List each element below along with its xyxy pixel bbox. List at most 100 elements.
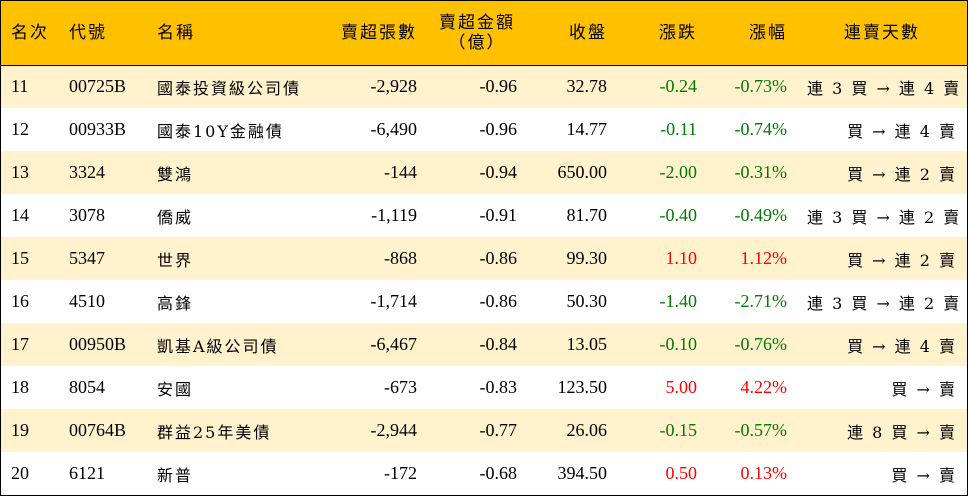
change-cell: -1.40: [659, 291, 698, 311]
streak-cell: 買 → 賣: [891, 465, 957, 485]
code-cell: 3324: [69, 162, 105, 182]
net-sell-lots-cell: -6,467: [370, 334, 418, 354]
change-cell: -0.10: [659, 334, 698, 354]
streak-cell: 連 3 買 → 連 4 賣: [807, 78, 962, 98]
close-cell: 99.30: [566, 248, 608, 268]
change-cell: -0.11: [660, 119, 697, 139]
table-header-row: 名次 代號 名稱 賣超張數 賣超金額 （億） 收盤 漲跌 漲幅 連賣天數: [1, 1, 967, 66]
name-cell: 世界: [157, 250, 194, 270]
net-sell-amount-cell: -0.91: [479, 205, 518, 225]
code-cell: 3078: [69, 205, 105, 225]
name-cell: 群益25年美債: [157, 422, 272, 442]
table-row: 13 3324 雙鴻 -144 -0.94 650.00 -2.00 -0.31% 買 → 連 …: [1, 151, 967, 194]
close-cell: 650.00: [557, 162, 608, 182]
streak-cell: 連 3 買 → 連 2 賣: [807, 293, 962, 313]
table-body: 11 00725B 國泰投資級公司債 -2,928 -0.96 32.78 -0.24 -0.…: [1, 65, 967, 495]
net-sell-lots-cell: -1,714: [370, 291, 418, 311]
change-pct-cell: -0.49%: [734, 205, 788, 225]
name-cell: 雙鴻: [157, 164, 194, 184]
table-row: 14 3078 僑威 -1,119 -0.91 81.70 -0.40 -0.49% 連 3 買…: [1, 194, 967, 237]
table-row: 15 5347 世界 -868 -0.86 99.30 1.10 1.12% 買 → 連 2 賣: [1, 237, 967, 280]
name-cell: 僑威: [157, 207, 194, 227]
change-cell: -0.40: [659, 205, 698, 225]
change-pct-cell: 4.22%: [740, 377, 788, 397]
name-cell: 高鋒: [157, 293, 194, 313]
name-cell: 凱基A級公司債: [157, 336, 279, 356]
net-sell-lots-cell: -1,119: [371, 205, 417, 225]
header-net-sell-amount: 賣超金額 （億）: [427, 1, 527, 66]
rank-cell: 11: [11, 76, 29, 97]
code-cell: 8054: [69, 377, 105, 397]
name-cell: 新普: [157, 465, 194, 485]
streak-cell: 買 → 賣: [891, 379, 957, 399]
net-sell-amount-cell: -0.96: [479, 119, 518, 139]
net-sell-amount-cell: -0.94: [479, 162, 518, 182]
header-change-pct: 漲幅: [707, 1, 797, 66]
close-cell: 13.05: [566, 334, 608, 354]
net-sell-amount-cell: -0.83: [479, 377, 518, 397]
close-cell: 26.06: [566, 420, 608, 440]
table-row: 11 00725B 國泰投資級公司債 -2,928 -0.96 32.78 -0.24 -0.…: [1, 65, 967, 108]
net-sell-lots-cell: -144: [384, 162, 417, 182]
table-row: 16 4510 高鋒 -1,714 -0.86 50.30 -1.40 -2.71% 連 3 買…: [1, 280, 967, 323]
header-net-sell-lots: 賣超張數: [317, 1, 427, 66]
code-cell: 00764B: [69, 420, 127, 440]
header-streak: 連賣天數: [797, 1, 967, 66]
change-pct-cell: -0.74%: [734, 119, 788, 139]
close-cell: 14.77: [566, 119, 608, 139]
change-pct-cell: 1.12%: [740, 248, 788, 268]
rank-cell: 14: [11, 205, 29, 225]
code-cell: 4510: [69, 291, 105, 311]
net-sell-lots-cell: -673: [384, 377, 417, 397]
code-cell: 6121: [69, 463, 105, 483]
rank-cell: 20: [11, 463, 29, 483]
table-row: 20 6121 新普 -172 -0.68 394.50 0.50 0.13% 買 → 賣: [1, 452, 967, 495]
close-cell: 394.50: [557, 463, 608, 483]
header-close: 收盤: [527, 1, 617, 66]
net-sell-amount-cell: -0.84: [479, 334, 518, 354]
change-pct-cell: -2.71%: [734, 291, 788, 311]
code-cell: 00950B: [69, 334, 127, 354]
net-sell-amount-cell: -0.86: [479, 248, 518, 268]
code-cell: 5347: [69, 248, 105, 268]
close-cell: 123.50: [557, 377, 608, 397]
streak-cell: 連 8 買 → 賣: [847, 422, 957, 442]
change-pct-cell: -0.57%: [734, 420, 788, 440]
close-cell: 32.78: [566, 76, 608, 97]
net-sell-amount-cell: -0.86: [479, 291, 518, 311]
streak-cell: 買 → 連 2 賣: [847, 164, 957, 184]
net-sell-lots-cell: -2,944: [370, 420, 418, 440]
streak-cell: 買 → 連 4 賣: [847, 121, 957, 141]
change-cell: -0.24: [659, 76, 698, 97]
change-cell: 5.00: [665, 377, 698, 397]
header-code: 代號: [59, 1, 147, 66]
rank-cell: 16: [11, 291, 29, 311]
change-pct-cell: -0.31%: [734, 162, 788, 182]
net-sell-amount-cell: -0.68: [479, 463, 518, 483]
header-net-sell-amount-line1: 賣超金額: [439, 12, 515, 33]
net-sell-amount-cell: -0.77: [479, 420, 518, 440]
change-cell: -2.00: [659, 162, 698, 182]
rank-cell: 13: [11, 162, 29, 182]
net-sell-lots-cell: -172: [384, 463, 417, 483]
header-rank: 名次: [1, 1, 59, 66]
table-row: 17 00950B 凱基A級公司債 -6,467 -0.84 13.05 -0.10 -0.7…: [1, 323, 967, 366]
change-pct-cell: 0.13%: [740, 463, 788, 483]
streak-cell: 買 → 連 4 賣: [847, 336, 957, 356]
header-net-sell-amount-line2: （億）: [448, 32, 506, 53]
rank-cell: 17: [11, 334, 29, 354]
code-cell: 00725B: [69, 76, 127, 97]
name-cell: 安國: [157, 379, 194, 399]
change-pct-cell: -0.76%: [734, 334, 788, 354]
table-row: 18 8054 安國 -673 -0.83 123.50 5.00 4.22% 買 → 賣: [1, 366, 967, 409]
close-cell: 50.30: [566, 291, 608, 311]
net-sell-lots-cell: -2,928: [370, 76, 418, 97]
close-cell: 81.70: [566, 205, 608, 225]
net-sell-lots-cell: -868: [384, 248, 417, 268]
rank-cell: 18: [11, 377, 29, 397]
code-cell: 00933B: [69, 119, 127, 139]
change-cell: 0.50: [665, 463, 698, 483]
change-pct-cell: -0.73%: [734, 76, 788, 97]
